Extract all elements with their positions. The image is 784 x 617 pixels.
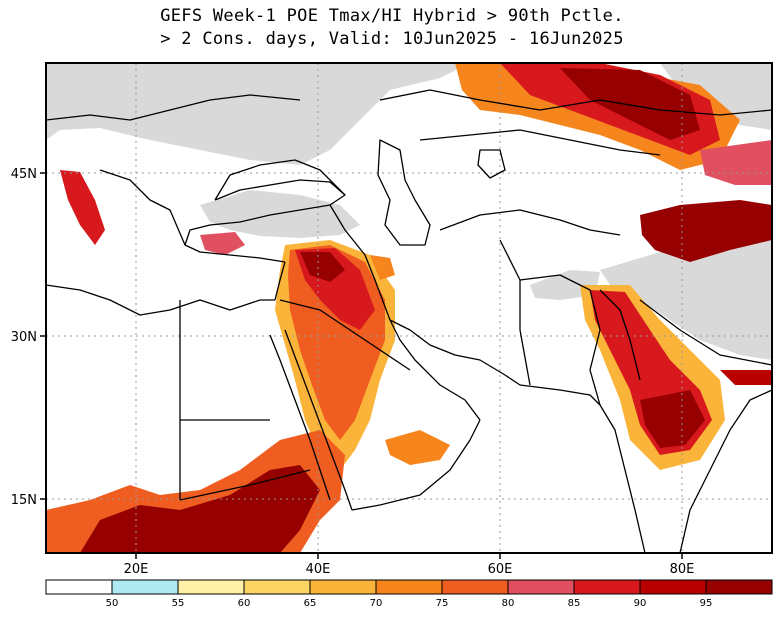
sahel-95 xyxy=(80,465,320,553)
colorbar-swatch xyxy=(309,579,377,595)
border-saudi xyxy=(279,299,411,371)
turkey-south-85 xyxy=(200,232,245,255)
black-sea-north xyxy=(214,159,346,201)
colorbar-label: 75 xyxy=(436,598,449,609)
colorbar-label: 50 xyxy=(106,598,119,609)
arabia-east xyxy=(389,319,481,421)
colorbar-swatch xyxy=(573,579,641,595)
colorbar-label: 95 xyxy=(700,598,713,609)
colorbar-swatch xyxy=(639,579,707,595)
colorbar-label: 60 xyxy=(238,598,251,609)
levant-coast xyxy=(274,261,286,301)
arabia-south xyxy=(351,419,481,511)
central-asia-95 xyxy=(560,68,700,140)
y-tick-label: 15N xyxy=(11,493,37,508)
tarim-85 xyxy=(700,140,772,185)
tick-marks xyxy=(40,172,683,559)
border-russia-kazakh xyxy=(379,89,772,116)
colorbar-swatch xyxy=(111,579,179,595)
persian-gulf-north xyxy=(389,319,521,386)
caspian-sea xyxy=(377,139,431,246)
india-east-coast xyxy=(679,389,772,553)
zagros-75 xyxy=(370,255,395,280)
north-eurasia-gray xyxy=(46,63,470,165)
no-data-regions xyxy=(46,63,772,360)
x-tick-label: 20E xyxy=(124,562,149,577)
border-chad-sudan xyxy=(179,469,311,501)
colorbar-swatch xyxy=(507,579,575,595)
border-central-asia xyxy=(439,209,621,236)
italy-90 xyxy=(60,170,105,245)
red-sea-east xyxy=(284,329,353,511)
x-tick-label: 80E xyxy=(670,562,695,577)
tibet-himalaya-gray xyxy=(600,232,772,360)
colorbar-swatch xyxy=(243,579,311,595)
border-pak-india xyxy=(599,289,641,381)
anatolia-caucasus-gray xyxy=(200,190,360,238)
ganges-90 xyxy=(720,370,772,385)
makran-coast xyxy=(519,384,601,406)
india-95 xyxy=(640,390,705,448)
x-tick-label: 60E xyxy=(488,562,513,577)
border-kazakh-south xyxy=(419,129,661,156)
west-china-95 xyxy=(640,200,772,262)
border-afghan-pak xyxy=(519,274,601,406)
arabia-95 xyxy=(300,252,345,282)
colorbar-swatch xyxy=(705,579,773,595)
map-title-line-1: GEFS Week-1 POE Tmax/HI Hybrid > 90th Pc… xyxy=(160,6,624,26)
map-area xyxy=(46,63,772,553)
colorbar-label: 70 xyxy=(370,598,383,609)
map-title-line-2: > 2 Cons. days, Valid: 10Jun2025 - 16Jun… xyxy=(160,29,624,49)
x-tick-label: 40E xyxy=(306,562,331,577)
aral-sea xyxy=(477,149,506,179)
border-india-north xyxy=(639,299,772,366)
colorbar: 50 55 60 65 70 75 80 85 90 95 xyxy=(45,579,773,609)
border-balkans xyxy=(99,169,186,246)
colorbar-swatch xyxy=(441,579,509,595)
india-west-coast xyxy=(599,404,646,553)
y-tick-label: 45N xyxy=(11,167,37,182)
colorbar-swatch xyxy=(177,579,245,595)
gulf-coast-75 xyxy=(385,430,450,465)
x-tick-labels: 20E 40E 60E 80E xyxy=(124,562,695,577)
colorbar-label: 90 xyxy=(634,598,647,609)
colorbar-label: 55 xyxy=(172,598,185,609)
borders xyxy=(46,89,772,553)
graticule xyxy=(46,63,772,553)
probability-shading xyxy=(46,63,772,553)
y-tick-label: 30N xyxy=(11,330,37,345)
colorbar-label: 80 xyxy=(502,598,515,609)
border-europe xyxy=(46,94,301,121)
colorbar-label: 85 xyxy=(568,598,581,609)
turkey-coast xyxy=(184,204,331,263)
map-frame xyxy=(45,62,773,554)
red-sea-west xyxy=(269,334,331,501)
north-africa-coast xyxy=(46,284,275,316)
colorbar-label: 65 xyxy=(304,598,317,609)
colorbar-swatch xyxy=(45,579,113,595)
y-tick-labels: 45N 30N 15N xyxy=(11,167,37,508)
colorbar-swatch xyxy=(375,579,443,595)
border-iran-east xyxy=(499,239,531,386)
border-iran-iraq xyxy=(329,204,391,321)
